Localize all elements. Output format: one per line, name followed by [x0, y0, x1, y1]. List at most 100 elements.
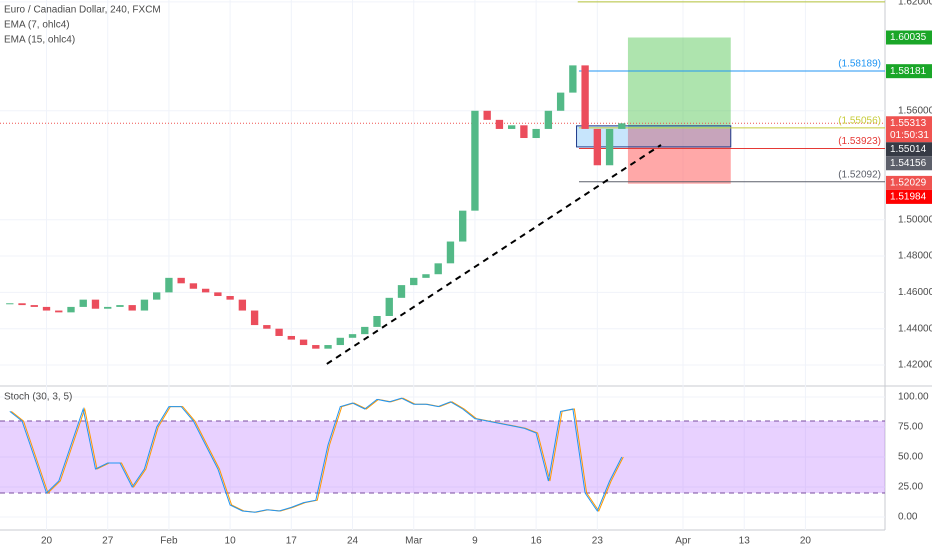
- x-tick-label: 23: [592, 536, 604, 547]
- indicator-label: EMA (7, ohlc4): [4, 20, 70, 31]
- indicator-label: EMA (15, ohlc4): [4, 35, 75, 46]
- y-tick-label: 1.42000: [898, 360, 932, 371]
- price-label: 1.52029: [890, 178, 927, 189]
- candle: [42, 306, 51, 311]
- candle: [140, 299, 149, 311]
- candle: [532, 128, 540, 139]
- price-label-box: [886, 64, 932, 79]
- x-tick-label: Mar: [405, 536, 423, 547]
- candle: [397, 285, 406, 298]
- candle: [177, 277, 185, 284]
- price-label-box: [886, 189, 932, 204]
- y-tick-label: 100.00: [898, 392, 929, 403]
- candle: [18, 303, 26, 306]
- price-label: 1.60035: [890, 32, 927, 43]
- candle: [226, 296, 234, 300]
- candle: [544, 110, 553, 129]
- candle: [373, 315, 381, 327]
- candle: [91, 299, 100, 309]
- candle: [201, 288, 210, 293]
- x-tick-label: 17: [286, 536, 298, 547]
- drawings: [0, 1, 885, 365]
- candle: [79, 299, 87, 307]
- y-tick-label: 1.48000: [898, 251, 932, 262]
- candle: [446, 241, 455, 264]
- price-label-box: [886, 175, 932, 190]
- x-tick-label: 20: [800, 536, 812, 547]
- candle: [104, 306, 112, 309]
- price-label-box: [886, 156, 932, 171]
- candle: [67, 306, 75, 313]
- candle: [336, 337, 344, 346]
- y-tick-label: 1.56000: [898, 105, 932, 116]
- y-tick-label: 0.00: [898, 512, 918, 523]
- x-tick-label: 9: [472, 536, 478, 547]
- price-label-box: [886, 30, 932, 45]
- y-tick-label: 1.44000: [898, 323, 932, 334]
- candle: [556, 92, 565, 111]
- range-box: [576, 125, 732, 148]
- chart-title: Euro / Canadian Dollar, 240, FXCM: [4, 5, 161, 16]
- stoch-title: Stoch (30, 3, 5): [4, 392, 72, 403]
- price-label: 1.55014: [890, 144, 927, 155]
- candle: [361, 326, 369, 335]
- price-label-box: [886, 142, 932, 157]
- ray-label: (1.55056): [838, 116, 881, 127]
- candle: [385, 297, 393, 316]
- labels: 1.42000 1.44000 1.46000 1.48000 1.50000 1.560…: [41, 0, 932, 547]
- y-tick-label: 50.00: [898, 452, 923, 463]
- price-label-box: [886, 116, 932, 143]
- candle: [55, 310, 63, 313]
- candle: [471, 110, 479, 211]
- candle: [263, 325, 271, 329]
- candle: [569, 65, 577, 93]
- x-tick-label: Apr: [675, 536, 691, 547]
- loss-zone: [627, 128, 731, 184]
- x-tick-label: Feb: [160, 536, 178, 547]
- candle: [214, 292, 222, 297]
- candle: [250, 310, 259, 326]
- candle: [520, 125, 528, 139]
- candle: [495, 119, 504, 129]
- price-label: 1.54156: [890, 158, 927, 169]
- candle: [581, 65, 589, 129]
- candle: [189, 283, 198, 289]
- candle: [30, 305, 38, 307]
- candle: [507, 125, 516, 129]
- x-tick-label: 10: [225, 536, 237, 547]
- y-tick-label: 1.50000: [898, 214, 932, 225]
- price-label: 1.58181: [890, 66, 927, 77]
- candle: [618, 123, 626, 129]
- trendline: [326, 144, 662, 365]
- price-label: 1.51984: [890, 192, 927, 203]
- candle: [116, 305, 124, 307]
- y-tick-label: 75.00: [898, 422, 923, 433]
- candle: [324, 345, 332, 349]
- candle: [410, 277, 418, 286]
- profit-zone: [627, 37, 731, 129]
- candle: [299, 339, 308, 346]
- ray-label: (1.58189): [838, 59, 881, 70]
- candle: [6, 303, 14, 305]
- candle: [312, 345, 320, 349]
- candle: [275, 328, 283, 336]
- ray-label: (1.52092): [838, 169, 881, 180]
- x-tick-label: 24: [347, 536, 359, 547]
- candle: [165, 277, 173, 293]
- candle: [287, 335, 295, 340]
- y-tick-label: 1.46000: [898, 287, 932, 298]
- candle: [422, 274, 430, 278]
- y-tick-label: 25.00: [898, 482, 923, 493]
- marks: [6, 65, 626, 513]
- stoch-line: [9, 397, 623, 513]
- y-tick-label: 1.62000: [898, 0, 932, 7]
- candle: [128, 305, 136, 311]
- x-tick-label: 20: [41, 536, 53, 547]
- candle: [593, 128, 602, 166]
- stoch-band: [0, 420, 885, 494]
- candle: [459, 210, 467, 242]
- x-tick-label: 13: [739, 536, 751, 547]
- countdown: 01:50:31: [890, 130, 929, 141]
